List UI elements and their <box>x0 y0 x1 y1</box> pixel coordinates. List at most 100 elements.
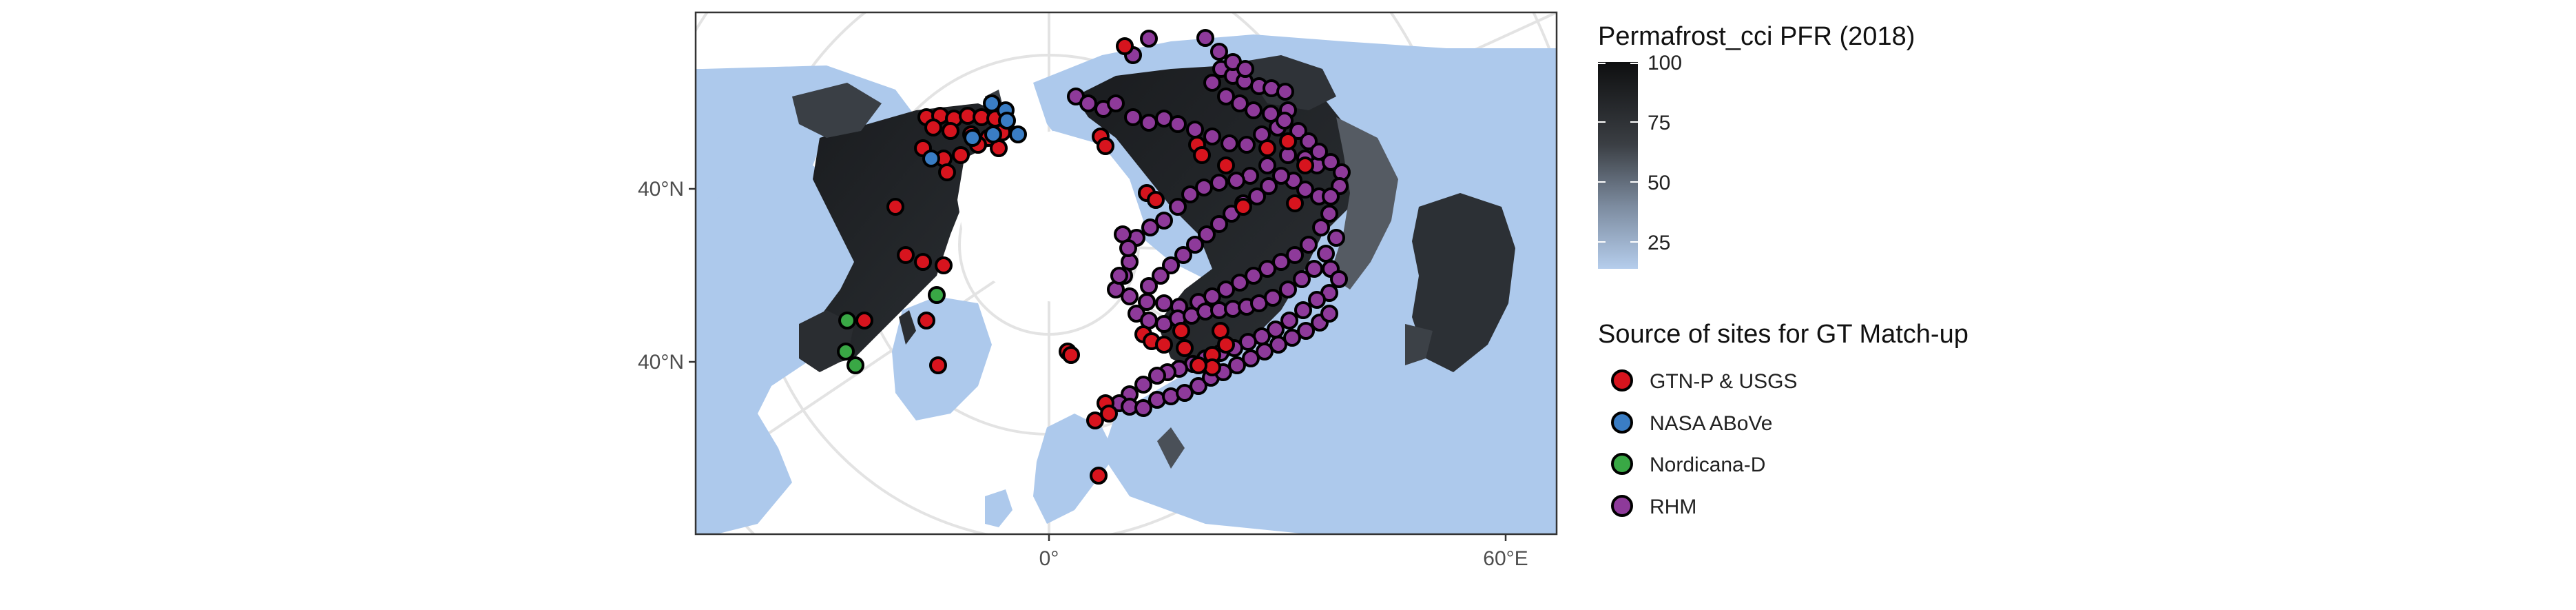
map-panel <box>696 12 1557 534</box>
site-point-gtnp <box>938 163 956 181</box>
legend-pfr-title: Permafrost_cci PFR (2018) <box>1598 22 1915 51</box>
site-point-rhm <box>1280 312 1298 329</box>
site-point-above <box>984 125 1002 143</box>
site-point-gtnp <box>1062 346 1080 364</box>
site-point-rhm <box>1294 301 1312 319</box>
site-point-rhm <box>1286 246 1304 264</box>
site-point-rhm <box>1320 205 1338 223</box>
site-point-rhm <box>1190 377 1207 395</box>
site-point-rhm <box>1221 134 1238 152</box>
site-point-rhm <box>1169 115 1187 133</box>
site-point-rhm <box>1310 143 1328 161</box>
site-point-rhm <box>1195 179 1213 196</box>
site-point-gtnp <box>886 198 904 216</box>
site-point-nordicana <box>837 343 855 360</box>
site-point-gtnp <box>897 246 915 264</box>
site-point-rhm <box>1262 105 1280 123</box>
site-point-above <box>998 112 1016 130</box>
pfr-colorbar <box>1598 62 1638 269</box>
site-point-gtnp <box>929 356 947 374</box>
site-point-above <box>964 129 981 147</box>
site-point-rhm <box>1203 287 1221 305</box>
site-point-rhm <box>1300 132 1318 150</box>
site-point-rhm <box>1079 94 1097 112</box>
legend-item-gtnp: GTN-P & USGS <box>1611 369 1797 393</box>
arctic-ocean <box>957 131 1143 303</box>
site-point-rhm <box>1203 74 1221 92</box>
site-point-above <box>1009 125 1027 143</box>
legend-label-gtnp: GTN-P & USGS <box>1650 370 1797 393</box>
site-point-rhm <box>1269 336 1287 354</box>
site-point-rhm <box>1279 281 1297 298</box>
site-point-gtnp <box>1086 411 1104 429</box>
site-point-gtnp <box>1090 467 1108 485</box>
map-frame <box>694 11 1558 536</box>
site-point-rhm <box>1140 277 1158 295</box>
site-point-gtnp <box>1100 405 1118 423</box>
pfr-tick-label: 75 <box>1648 112 1670 134</box>
site-point-rhm <box>1297 322 1315 340</box>
site-point-rhm <box>1152 267 1170 285</box>
site-point-rhm <box>1296 181 1314 199</box>
site-point-rhm <box>1317 245 1335 263</box>
site-point-rhm <box>1210 215 1228 233</box>
site-point-rhm <box>1110 267 1128 285</box>
site-point-rhm <box>1134 399 1152 417</box>
site-point-rhm <box>1227 172 1245 190</box>
legend-swatch-gtnp <box>1611 369 1633 392</box>
site-point-rhm <box>1203 128 1221 145</box>
site-point-rhm <box>1312 218 1330 236</box>
legend-swatch-nordicana <box>1611 453 1633 475</box>
y-axis: 40°N 40°N <box>638 178 696 374</box>
x-tick-label: 0° <box>1039 547 1059 570</box>
site-point-rhm <box>1260 177 1278 195</box>
site-point-rhm <box>1217 88 1235 105</box>
site-point-rhm <box>1176 384 1194 402</box>
site-point-rhm <box>1155 212 1173 230</box>
site-point-rhm <box>1264 289 1282 307</box>
legend-label-rhm: RHM <box>1650 496 1696 518</box>
site-point-rhm <box>1186 236 1204 254</box>
site-point-rhm <box>1228 356 1246 374</box>
legend-pfr: Permafrost_cci PFR (2018) 100 75 50 25 <box>1598 22 1915 269</box>
site-point-gtnp <box>1193 146 1211 164</box>
site-point-rhm <box>1258 156 1276 174</box>
legend-swatch-above <box>1611 411 1633 434</box>
site-point-rhm <box>1245 101 1263 119</box>
site-point-rhm <box>1236 60 1254 78</box>
legend-sites-title: Source of sites for GT Match-up <box>1598 320 1969 349</box>
legend-swatch-rhm <box>1611 495 1633 517</box>
x-tick-label: 60°E <box>1483 547 1528 570</box>
legend-item-rhm: RHM <box>1611 495 1696 518</box>
site-point-rhm <box>1134 376 1152 394</box>
site-point-rhm <box>1169 198 1187 216</box>
site-point-rhm <box>1217 281 1235 298</box>
site-point-nordicana <box>838 312 856 329</box>
site-point-gtnp <box>952 146 970 164</box>
site-point-gtnp <box>1286 194 1304 212</box>
site-point-gtnp <box>1097 137 1114 155</box>
site-point-rhm <box>1231 274 1249 292</box>
site-point-gtnp <box>855 312 873 329</box>
site-point-rhm <box>1300 236 1318 254</box>
site-point-gtnp <box>1258 139 1276 157</box>
site-point-rhm <box>1320 305 1338 323</box>
site-point-above <box>983 94 1001 112</box>
legend-label-above: NASA ABoVe <box>1650 412 1772 435</box>
site-point-rhm <box>1272 253 1290 271</box>
site-point-rhm <box>1248 187 1266 205</box>
site-point-rhm <box>1210 174 1228 192</box>
site-point-rhm <box>1238 136 1256 154</box>
legend-item-nordicana: Nordicana-D <box>1611 453 1765 476</box>
site-point-gtnp <box>935 256 953 274</box>
site-point-gtnp <box>1155 336 1173 354</box>
pfr-tick-label: 100 <box>1648 52 1682 74</box>
legend-label-nordicana: Nordicana-D <box>1650 454 1765 476</box>
site-point-gtnp <box>1279 132 1297 150</box>
y-tick-label: 40°N <box>638 351 684 374</box>
site-point-rhm <box>1272 167 1290 185</box>
site-point-rhm <box>1162 256 1180 274</box>
site-point-rhm <box>1276 112 1294 130</box>
site-point-rhm <box>1308 291 1326 309</box>
